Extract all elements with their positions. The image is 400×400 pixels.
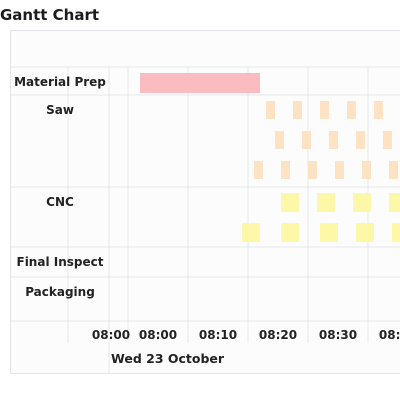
- row-labels: Material Prep Saw CNC Final Inspect Packagin…: [14, 75, 106, 299]
- task-bar[interactable]: [389, 193, 400, 212]
- time-axis: 08:00 08:00 08:10 08:20 08:30 08:40 Wed 23 Oct…: [92, 328, 400, 366]
- task-bar[interactable]: [374, 101, 383, 119]
- task-bar[interactable]: [356, 131, 365, 149]
- task-bar[interactable]: [281, 193, 299, 212]
- task-bar[interactable]: [317, 193, 335, 212]
- page-title: Gantt Chart: [0, 6, 100, 24]
- task-bar[interactable]: [383, 131, 392, 149]
- tick-label: 08:30: [319, 328, 357, 342]
- task-bars: [140, 73, 400, 242]
- tick-label: 08:00: [92, 328, 130, 342]
- row-label: Packaging: [25, 285, 95, 299]
- row-label: Final Inspect: [17, 255, 104, 269]
- row-label: Material Prep: [14, 75, 106, 89]
- gantt-panel: Material Prep Saw CNC Final Inspect Packagin…: [10, 30, 400, 374]
- task-bar[interactable]: [392, 223, 400, 242]
- task-bar[interactable]: [320, 101, 329, 119]
- task-bar[interactable]: [329, 131, 338, 149]
- tick-label: 08:20: [259, 328, 297, 342]
- task-bar[interactable]: [362, 161, 371, 179]
- gantt-chart: Material Prep Saw CNC Final Inspect Packagin…: [11, 66, 400, 373]
- task-bar[interactable]: [389, 161, 398, 179]
- tick-label: 08:10: [199, 328, 237, 342]
- task-bar[interactable]: [266, 101, 275, 119]
- tick-label: 08:00: [139, 328, 177, 342]
- task-bar[interactable]: [242, 223, 260, 242]
- task-bar[interactable]: [347, 101, 356, 119]
- row-label: Saw: [46, 103, 74, 117]
- task-bar[interactable]: [356, 223, 374, 242]
- task-bar[interactable]: [293, 101, 302, 119]
- task-bar[interactable]: [281, 161, 290, 179]
- task-bar[interactable]: [281, 223, 299, 242]
- task-bar[interactable]: [254, 161, 263, 179]
- date-label: Wed 23 October: [111, 351, 225, 366]
- task-bar[interactable]: [140, 73, 260, 93]
- task-bar[interactable]: [320, 223, 338, 242]
- task-bar[interactable]: [302, 131, 311, 149]
- task-bar[interactable]: [335, 161, 344, 179]
- tick-label: 08:40: [379, 328, 400, 342]
- row-label: CNC: [46, 195, 74, 209]
- task-bar[interactable]: [275, 131, 284, 149]
- task-bar[interactable]: [308, 161, 317, 179]
- task-bar[interactable]: [353, 193, 371, 212]
